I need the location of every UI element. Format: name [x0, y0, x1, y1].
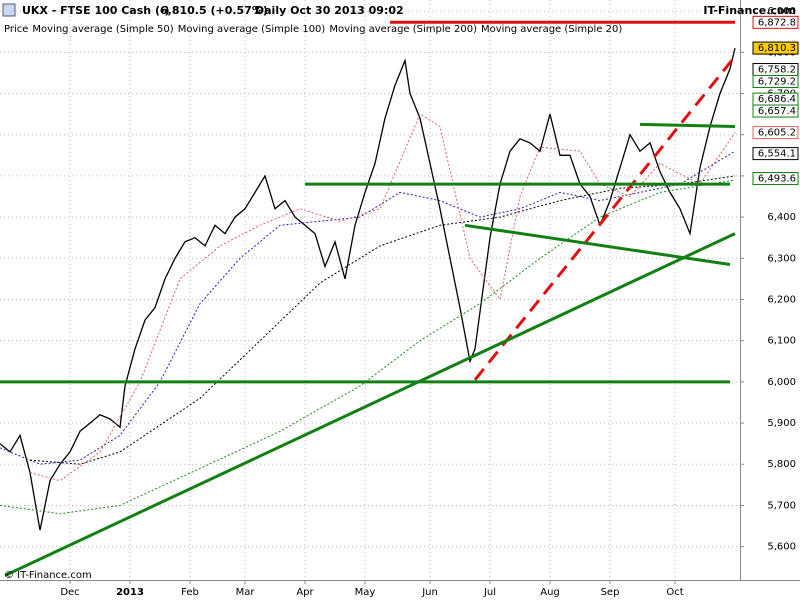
- x-tick-label: Oct: [666, 587, 683, 598]
- y-tick-label: 6,900: [767, 6, 796, 17]
- price-tag: [752, 74, 799, 88]
- x-tick-label: 2013: [116, 587, 144, 598]
- x-tick-label: May: [355, 587, 376, 598]
- price-tag-label: 6,554.1: [758, 149, 796, 160]
- y-tick-label: 6,000: [767, 377, 796, 388]
- legend-entry: Moving average (Simple 50): [32, 24, 173, 35]
- trend-line: [639, 122, 736, 128]
- x-tick-label: Jun: [421, 587, 438, 598]
- price-tag: [752, 172, 799, 186]
- legend-entry: Moving average (Simple 100): [178, 24, 326, 35]
- brand: IT-Finance.com: [703, 4, 796, 17]
- price-tag-label: 6,810.3: [758, 43, 796, 54]
- moving-average: [29, 175, 736, 465]
- y-tick-label: 6,100: [767, 336, 796, 347]
- quote: 6,810.5 (+0.57%): [160, 4, 268, 17]
- x-tick-label: Apr: [296, 587, 314, 598]
- x-tick-label: Jul: [483, 587, 496, 598]
- y-tick-label: 5,700: [767, 500, 796, 511]
- symbol: UKX - FTSE 100 Cash (-): [22, 4, 170, 17]
- icon: [2, 3, 16, 17]
- legend-entry: Price: [4, 24, 28, 35]
- price-tag-label: 6,758.2: [758, 65, 796, 76]
- x-tick-label: Mar: [236, 587, 256, 598]
- price-tag-label: 6,872.8: [758, 17, 796, 28]
- moving-average: [0, 150, 736, 465]
- legend-entry: Moving average (Simple 200): [329, 24, 477, 35]
- legend-entry: Moving average (Simple 20): [481, 24, 622, 35]
- price-tag-label: 6,729.2: [758, 76, 796, 87]
- x-tick-label: Aug: [540, 587, 560, 598]
- x-tick-label: Dec: [60, 587, 79, 598]
- watermark: © IT-Finance.com: [4, 570, 92, 581]
- trend-line: [473, 55, 737, 381]
- y-tick-label: 6,300: [767, 253, 796, 264]
- moving-average: [0, 179, 736, 515]
- price-tag: [752, 147, 799, 161]
- price-tag: [752, 41, 799, 55]
- trend-line: [4, 232, 736, 577]
- y-tick-label: 6,200: [767, 294, 796, 305]
- period: Daily Oct 30 2013 09:02: [255, 4, 404, 17]
- price-tag-label: 6,493.6: [758, 174, 796, 185]
- y-tick-label: 6,400: [767, 212, 796, 223]
- price-tag: [752, 104, 799, 118]
- price-tag-label: 6,686.4: [758, 94, 796, 105]
- x-tick-label: Sep: [601, 587, 620, 598]
- price-tag: [752, 15, 799, 29]
- y-tick-label: 5,600: [767, 542, 796, 553]
- price-tag: [752, 126, 799, 140]
- price-tag-label: 6,657.4: [758, 106, 796, 117]
- moving-average: [29, 113, 736, 482]
- price-tag-label: 6,605.2: [758, 128, 796, 139]
- x-tick-label: Feb: [181, 587, 199, 598]
- y-tick-label: 5,800: [767, 459, 796, 470]
- y-tick-label: 5,900: [767, 418, 796, 429]
